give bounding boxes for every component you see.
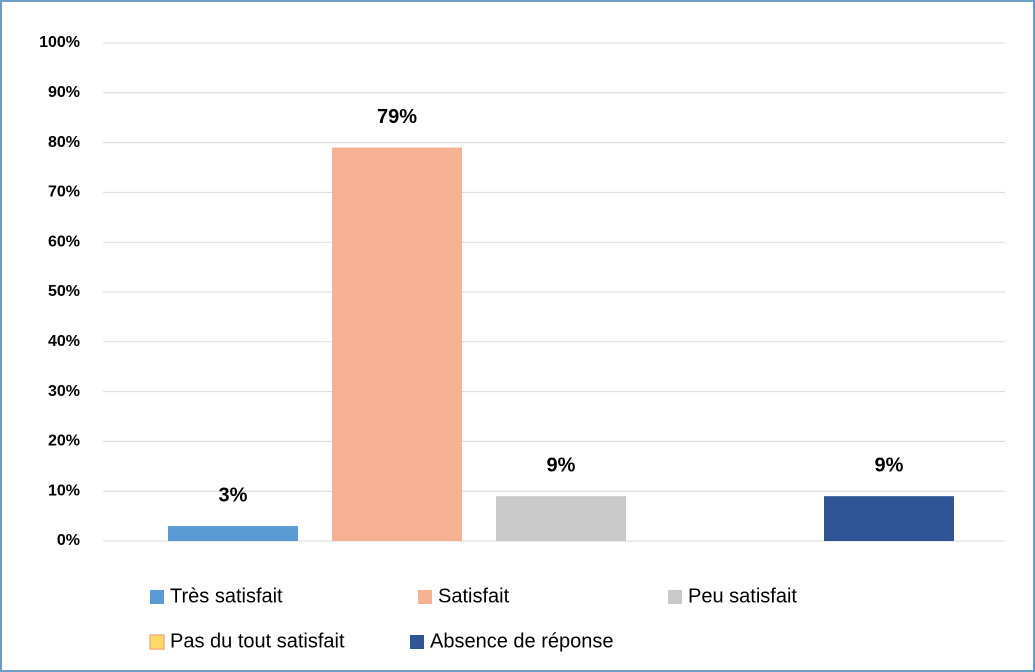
data-label: 3%	[219, 484, 248, 506]
legend-label: Satisfait	[438, 585, 510, 607]
y-tick-label: 100%	[39, 34, 80, 51]
y-tick-label: 30%	[48, 383, 80, 400]
legend-swatch	[150, 590, 164, 604]
legend-swatch	[418, 590, 432, 604]
data-label: 9%	[875, 454, 904, 476]
bar	[496, 496, 626, 541]
y-tick-label: 60%	[48, 233, 80, 250]
y-tick-label: 10%	[48, 482, 80, 499]
y-tick-label: 20%	[48, 433, 80, 450]
bar	[332, 147, 462, 541]
y-tick-label: 90%	[48, 84, 80, 101]
y-tick-label: 0%	[57, 532, 80, 549]
legend-swatch	[149, 634, 165, 650]
legend-label: Pas du tout satisfait	[170, 630, 345, 652]
bar	[824, 496, 954, 541]
data-label: 79%	[377, 106, 417, 128]
y-tick-label: 50%	[48, 283, 80, 300]
y-tick-label: 40%	[48, 333, 80, 350]
legend-label: Très satisfait	[170, 585, 283, 607]
legend-swatch	[410, 635, 424, 649]
y-tick-label: 80%	[48, 134, 80, 151]
legend-swatch	[668, 590, 682, 604]
legend-label: Absence de réponse	[430, 630, 613, 652]
legend-label: Peu satisfait	[688, 585, 797, 607]
data-label: 9%	[547, 454, 576, 476]
bar	[168, 526, 298, 541]
y-tick-label: 70%	[48, 184, 80, 201]
